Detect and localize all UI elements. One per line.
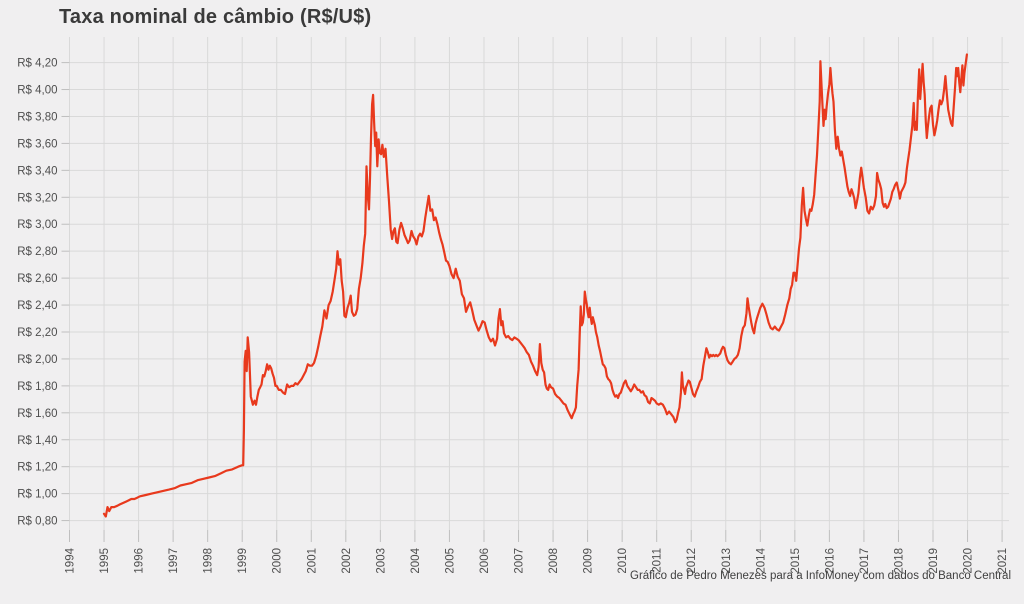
y-tick-label: R$ 4,00 [17,85,57,97]
x-tick-label: 1997 [168,548,180,574]
y-tick-label: R$ 1,80 [17,381,57,393]
x-tick-label: 2020 [963,548,975,574]
x-tick-label: 2013 [721,548,733,574]
y-axis-labels: R$ 0,80 R$ 1,00 R$ 1,20 R$ 1,40 R$ 1,60 R$ 1,… [17,58,57,528]
x-tick-label: 2021 [997,548,1009,574]
x-tick-label: 2015 [790,548,802,574]
chart-title: Taxa nominal de câmbio (R$/U$) [59,6,372,28]
credit-text: Gráfico de Pedro Menezes para a InfoMone… [630,570,1011,582]
x-tick-label: 2018 [893,548,905,574]
y-tick-label: R$ 2,40 [17,300,57,312]
vertical-gridlines [69,37,1003,530]
y-tick-label: R$ 2,20 [17,327,57,339]
y-axis-ticks [61,62,70,522]
x-axis-ticks [69,530,1003,542]
y-tick-label: R$ 1,60 [17,408,57,420]
x-tick-label: 1996 [134,548,146,574]
y-tick-label: R$ 1,40 [17,435,57,447]
x-tick-label: 2004 [410,547,422,573]
x-tick-label: 2010 [617,548,629,574]
exchange-rate-line [102,53,968,518]
x-tick-label: 2011 [652,548,664,573]
y-tick-label: R$ 3,60 [17,138,57,150]
x-tick-label: 1999 [237,548,249,574]
x-tick-label: 1994 [65,547,77,573]
x-tick-label: 2001 [306,548,318,574]
y-tick-label: R$ 3,80 [17,111,57,123]
y-tick-label: R$ 3,40 [17,165,57,177]
x-tick-label: 2019 [928,548,940,574]
horizontal-gridlines [69,62,1009,522]
y-tick-label: R$ 2,80 [17,246,57,258]
x-tick-label: 2003 [375,548,387,574]
x-axis-labels: 1994 1995 1996 1997 1998 1999 2000 2001 2002 2003… [65,547,1010,573]
x-tick-label: 2002 [341,548,353,574]
x-tick-label: 2005 [444,548,456,574]
x-tick-label: 2008 [548,548,560,574]
x-tick-label: 2007 [514,548,526,574]
x-tick-label: 2009 [583,548,595,574]
x-tick-label: 2017 [859,548,871,574]
y-tick-label: R$ 3,00 [17,219,57,231]
y-tick-label: R$ 1,00 [17,489,57,501]
x-tick-label: 2014 [755,547,767,573]
x-tick-label: 1995 [99,548,111,574]
x-tick-label: 2016 [824,548,836,574]
y-tick-label: R$ 3,20 [17,192,57,204]
x-tick-label: 1998 [203,548,215,574]
y-tick-label: R$ 2,00 [17,354,57,366]
x-tick-label: 2006 [479,548,491,574]
y-tick-label: R$ 2,60 [17,273,57,285]
x-tick-label: 2000 [272,548,284,574]
y-tick-label: R$ 1,20 [17,462,57,474]
y-tick-label: R$ 0,80 [17,516,57,528]
x-tick-label: 2012 [686,548,698,574]
y-tick-label: R$ 4,20 [17,58,57,70]
